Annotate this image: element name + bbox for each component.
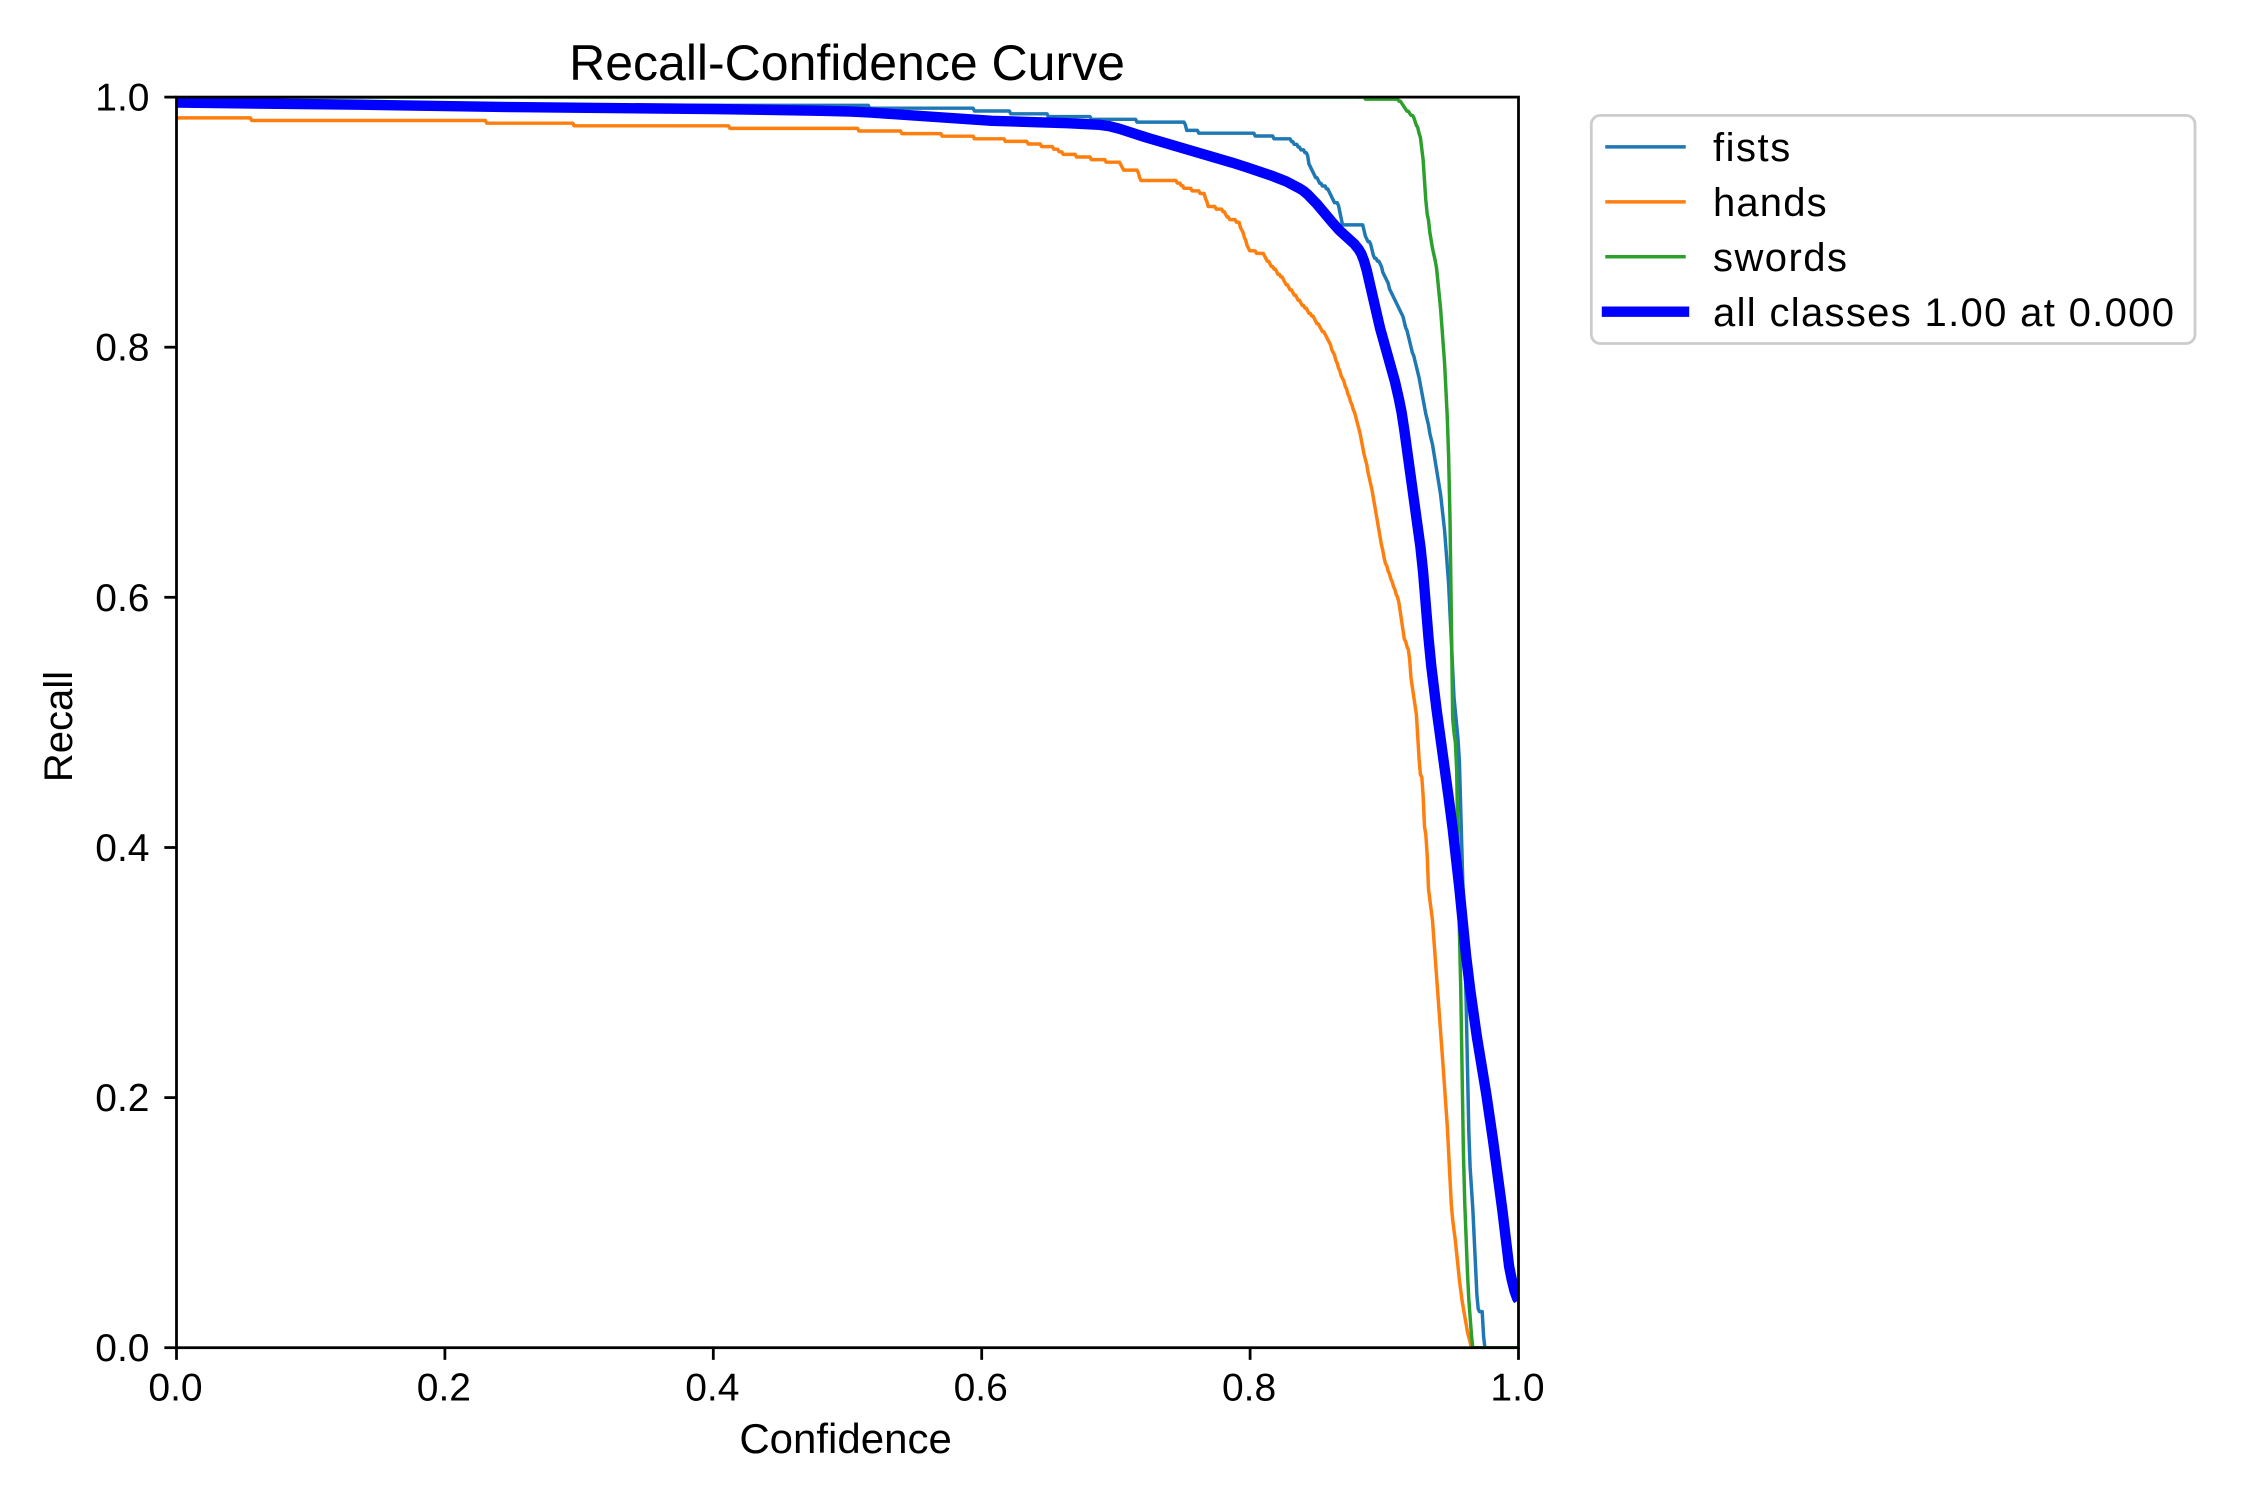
svg-text:1.0: 1.0 — [1490, 1366, 1544, 1409]
svg-text:0.4: 0.4 — [95, 827, 149, 870]
svg-text:Recall: Recall — [37, 671, 81, 782]
svg-text:all classes 1.00 at 0.000: all classes 1.00 at 0.000 — [1713, 291, 2174, 335]
svg-text:0.0: 0.0 — [148, 1366, 202, 1409]
svg-text:0.0: 0.0 — [95, 1327, 149, 1370]
svg-text:swords: swords — [1713, 236, 1847, 280]
svg-text:1.0: 1.0 — [95, 77, 149, 120]
svg-text:0.8: 0.8 — [95, 327, 149, 370]
svg-text:hands: hands — [1713, 181, 1827, 225]
svg-text:0.8: 0.8 — [1222, 1366, 1276, 1409]
svg-text:fists: fists — [1713, 126, 1790, 170]
svg-text:Recall-Confidence Curve: Recall-Confidence Curve — [569, 35, 1125, 91]
svg-text:0.6: 0.6 — [95, 577, 149, 620]
svg-text:0.4: 0.4 — [685, 1366, 739, 1409]
svg-text:0.2: 0.2 — [95, 1077, 149, 1120]
svg-text:Confidence: Confidence — [739, 1415, 951, 1462]
svg-text:0.6: 0.6 — [954, 1366, 1008, 1409]
svg-text:0.2: 0.2 — [417, 1366, 471, 1409]
